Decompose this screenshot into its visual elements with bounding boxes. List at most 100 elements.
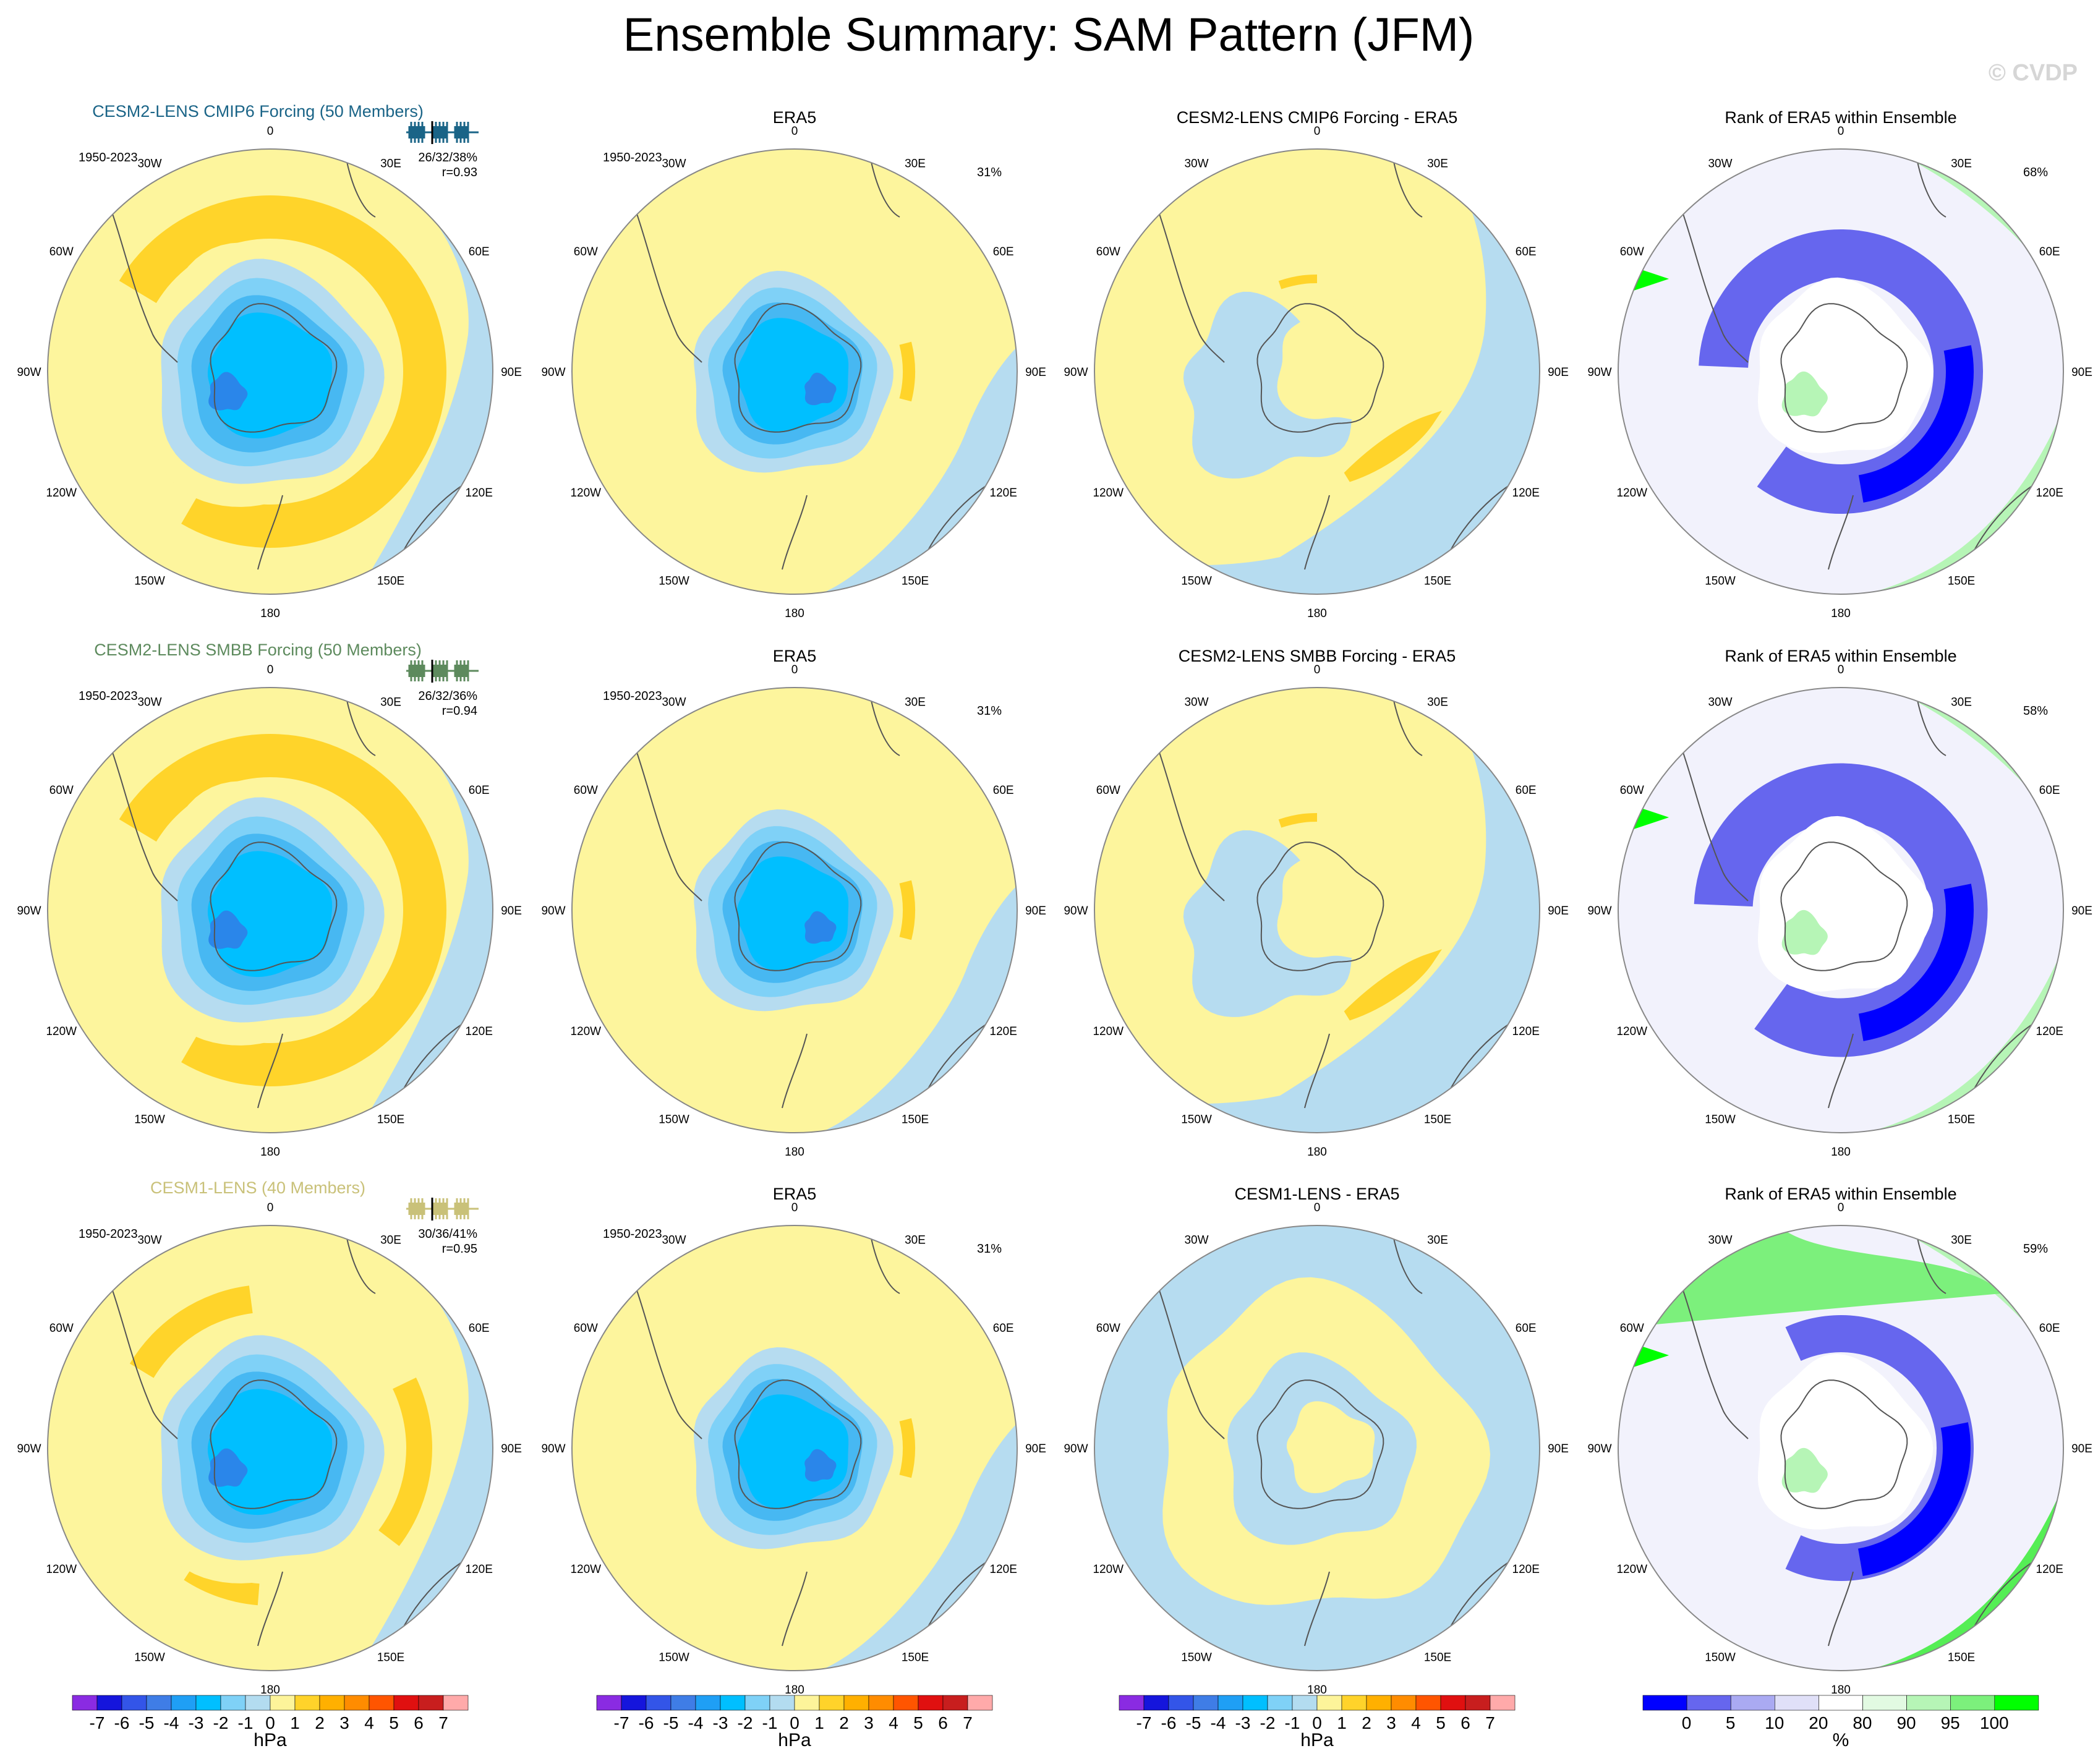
contour-minus-4 <box>736 856 849 971</box>
longitude-label: 60E <box>993 784 1014 797</box>
longitude-label: 60E <box>2039 1322 2060 1335</box>
longitude-label: 150W <box>659 575 689 588</box>
longitude-label: 90W <box>541 905 565 918</box>
colorbar-unit: hPa <box>1300 1730 1334 1750</box>
panel-cesm1-rank: 0 30E 60E 90E 120E 150E 180 150W 120W 90W 60W 30W Ra… <box>1587 1185 2092 1697</box>
colorbar-tick-label: -2 <box>738 1713 753 1732</box>
positive-band <box>1278 275 1318 289</box>
longitude-label: 60W <box>1096 784 1120 797</box>
colorbar-tick-label: 5 <box>913 1713 923 1732</box>
longitude-label: 180 <box>260 1684 280 1697</box>
colorbar-tick-label: 0 <box>1312 1713 1322 1732</box>
colorbar-unit: hPa <box>254 1730 287 1750</box>
pattern-correlation: r=0.93 <box>442 166 477 179</box>
colorbar-swatch <box>1465 1695 1491 1711</box>
longitude-label: 180 <box>1831 1146 1851 1159</box>
longitude-label: 90W <box>1064 905 1088 918</box>
longitude-label: 60W <box>1096 1322 1120 1335</box>
colorbar-swatch <box>670 1695 696 1711</box>
longitude-label: 120E <box>466 1025 493 1038</box>
colorbar-tick-label: -7 <box>614 1713 629 1732</box>
new-zealand-coastline <box>257 1571 283 1647</box>
longitude-label: 150W <box>659 1651 689 1664</box>
longitude-label: 90W <box>17 1442 41 1455</box>
colorbar-swatch <box>1994 1695 2039 1711</box>
colorbar-swatch <box>171 1695 197 1711</box>
longitude-label: 60W <box>49 784 74 797</box>
longitude-label: 150E <box>1948 1651 1975 1664</box>
colorbar-tick-label: 3 <box>1386 1713 1396 1732</box>
sam-field <box>572 149 1017 594</box>
antarctica-coastline <box>734 303 862 433</box>
antarctica-coastline <box>1256 1379 1384 1509</box>
longitude-label: 180 <box>1307 607 1327 620</box>
colorbar-swatch <box>319 1695 345 1711</box>
antarctica-coastline <box>1780 842 1908 971</box>
contour-minus-4 <box>736 318 849 432</box>
percent-variance-stats: 26/32/38% <box>418 151 477 164</box>
longitude-label: 120E <box>2036 487 2063 500</box>
colorbar-tick-label: 1 <box>814 1713 824 1732</box>
rank-percent: 58% <box>2023 704 2048 718</box>
colorbar-swatch <box>1440 1695 1466 1711</box>
longitude-label: 180 <box>1307 1684 1327 1697</box>
disc-boundary <box>1094 687 1540 1133</box>
disc-boundary <box>47 148 493 595</box>
sam-field <box>48 149 493 594</box>
colorbar-swatch <box>1642 1695 1687 1711</box>
colorbar-tick-label: 10 <box>1765 1713 1784 1732</box>
period-label: 1950-2023 <box>603 689 662 703</box>
colorbar-swatch <box>794 1695 820 1711</box>
longitude-label: 60E <box>469 245 490 258</box>
colorbar-swatch <box>220 1695 246 1711</box>
colorbar-tick-label: -1 <box>238 1713 254 1732</box>
colorbar-swatch <box>146 1695 172 1711</box>
percent-variance: 31% <box>977 1242 1002 1256</box>
colorbar-tick-label: 2 <box>839 1713 849 1732</box>
longitude-label: 30E <box>1427 1234 1448 1246</box>
longitude-label: 30W <box>137 157 161 170</box>
colorbar-tick-label: -2 <box>1260 1713 1276 1732</box>
colorbar-tick-label: 0 <box>265 1713 275 1732</box>
rank-high-patch <box>1781 1447 1828 1493</box>
panel-title: CESM1-LENS (40 Members) <box>150 1178 365 1197</box>
longitude-label: 90W <box>541 1442 565 1455</box>
panel-cmip6-rank: 0 30E 60E 90E 120E 150E 180 150W 120W 90W 60W 30W Ra… <box>1587 108 2092 620</box>
colorbar-swatch <box>893 1695 919 1711</box>
colorbar-tick-label: 2 <box>315 1713 325 1732</box>
longitude-label: 120E <box>990 1025 1017 1038</box>
panel-title: CESM1-LENS - ERA5 <box>1234 1185 1399 1203</box>
colorbar-swatch <box>1193 1695 1219 1711</box>
longitude-label: 150E <box>377 1651 404 1664</box>
longitude-label: 180 <box>1831 607 1851 620</box>
rank-percent: 59% <box>2023 1242 2048 1256</box>
positive-region <box>1286 1401 1375 1493</box>
colorbar-hpa-1: -7 -6 -5 -4 -3 -2 -1 0 1 2 3 4 5 6 7 hPa <box>72 1695 469 1750</box>
longitude-label: 120E <box>466 1563 493 1576</box>
longitude-label: 90E <box>1025 905 1046 918</box>
colorbar-tick-label: 80 <box>1853 1713 1872 1732</box>
colorbar-swatch <box>393 1695 419 1711</box>
panel-title: CESM2-LENS CMIP6 Forcing (50 Members) <box>92 102 424 121</box>
colorbar-tick-label: -1 <box>1285 1713 1300 1732</box>
disc-boundary <box>571 148 1018 595</box>
contour-minus-5 <box>208 372 248 411</box>
colorbar-tick-label: -7 <box>90 1713 105 1732</box>
period-label: 1950-2023 <box>603 151 662 164</box>
disc-boundary <box>571 687 1018 1133</box>
panel-cesm1-era5: 0 30E 60E 90E 120E 150E 180 150W 120W 90W 60W 30W ER… <box>541 1185 1046 1697</box>
colorbar-tick-label: -4 <box>1211 1713 1226 1732</box>
panel-title: CESM2-LENS SMBB Forcing - ERA5 <box>1179 647 1456 665</box>
colorbar-swatch <box>596 1695 622 1711</box>
positive-region <box>1277 299 1400 420</box>
longitude-label: 150E <box>902 575 929 588</box>
colorbar-hpa-2: -7 -6 -5 -4 -3 -2 -1 0 1 2 3 4 5 6 7 hPa <box>596 1695 993 1750</box>
longitude-label: 60W <box>1620 245 1644 258</box>
colorbar-swatch <box>96 1695 122 1711</box>
longitude-labels: 0 30E 60E 90E 120E 150E 180 150W 120W 90W 60W 30W <box>17 663 521 1159</box>
colorbar-swatch <box>1267 1695 1293 1711</box>
colorbar-swatch <box>195 1695 221 1711</box>
new-zealand-coastline <box>782 1033 808 1109</box>
rank-field <box>1618 1225 2063 1671</box>
